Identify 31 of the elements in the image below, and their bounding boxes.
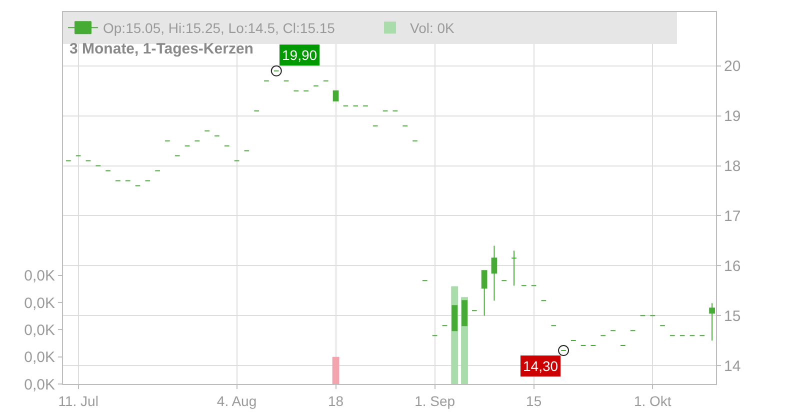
y-tick-label: 15 bbox=[724, 308, 741, 325]
candlestick bbox=[462, 300, 468, 326]
x-tick-label: 15 bbox=[526, 392, 542, 409]
candlestick bbox=[332, 90, 339, 102]
annotation: 14,30 bbox=[523, 358, 558, 374]
legend-label: Op:15.05, Hi:15.25, Lo:14.5, Cl:15.15 bbox=[103, 20, 336, 36]
candlestick bbox=[481, 270, 488, 316]
y-tick-label: 14 bbox=[724, 358, 741, 375]
y-tick-label: 18 bbox=[724, 158, 741, 176]
x-tick-label: 4. Aug bbox=[216, 392, 257, 409]
candlestick bbox=[491, 245, 498, 302]
y-tick-label: 17 bbox=[724, 208, 741, 225]
y2-tick-label: 0,0K bbox=[24, 349, 55, 366]
legend-label: Vol: 0K bbox=[410, 20, 456, 36]
y2-tick-label: 0,0K bbox=[24, 376, 55, 394]
x-tick-label: 1. Okt bbox=[634, 392, 672, 409]
y-tick-label: 20 bbox=[724, 58, 741, 76]
candlestick bbox=[709, 302, 715, 342]
y-tick-label: 16 bbox=[724, 258, 741, 275]
x-tick-label: 1. Sep bbox=[414, 392, 456, 409]
candlestick bbox=[452, 305, 458, 332]
y2-tick-label: 0,0K bbox=[24, 294, 55, 312]
y2-tick-label: 0,0K bbox=[24, 268, 55, 285]
x-tick-label: 18 bbox=[328, 392, 344, 409]
bar bbox=[332, 356, 340, 384]
x-tick-label: 11. Jul bbox=[58, 392, 98, 409]
y-tick-label: 19 bbox=[724, 108, 741, 126]
annotation: 19,90 bbox=[282, 47, 318, 63]
y2-tick-label: 0,0K bbox=[24, 322, 55, 339]
text: 3 Monate, 1-Tages-Kerzen bbox=[70, 40, 254, 58]
candlestick bbox=[511, 250, 517, 286]
